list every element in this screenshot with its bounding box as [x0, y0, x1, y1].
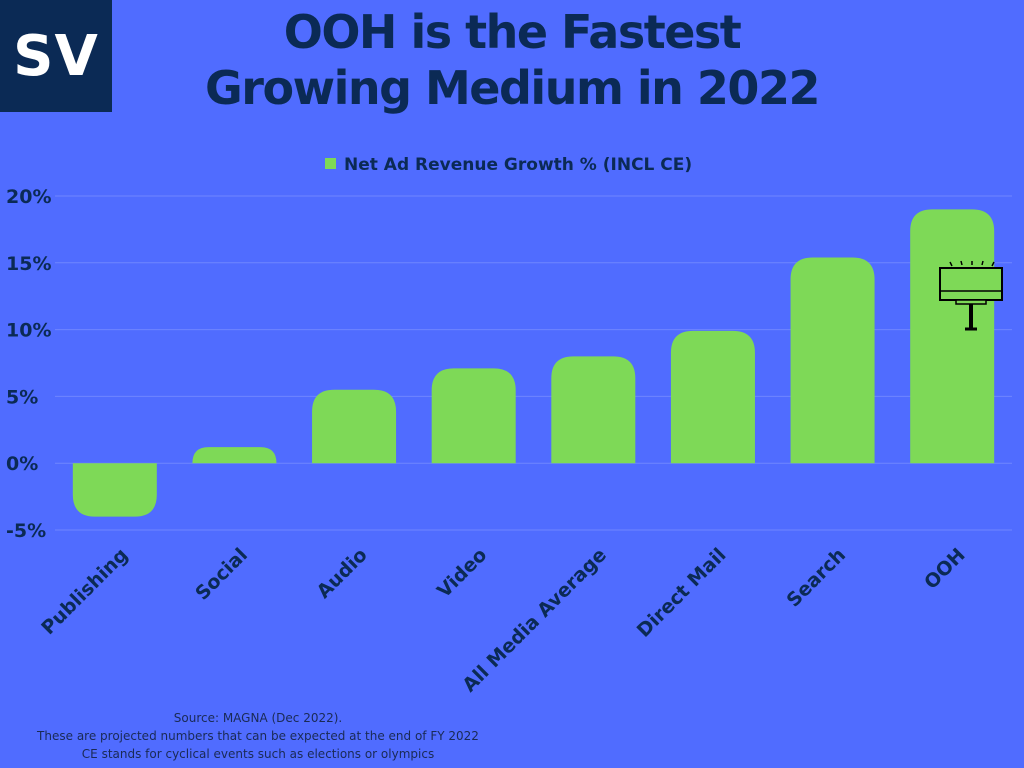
source-line-2: These are projected numbers that can be … [37, 729, 479, 743]
x-tick-label: Search [783, 544, 851, 612]
bar-search [790, 257, 875, 464]
bar-all-media-average [551, 356, 636, 464]
y-tick-label: 15% [6, 253, 51, 275]
y-tick-label: 10% [6, 320, 51, 342]
title-line-2: Growing Medium in 2022 [205, 61, 820, 115]
bar-social [192, 447, 277, 464]
logo: SV [0, 0, 112, 112]
billboard-icon [939, 260, 1003, 331]
x-tick-label: Social [191, 544, 252, 605]
logo-text: SV [13, 23, 99, 89]
bar-direct-mail [670, 330, 755, 464]
x-tick-label: Direct Mail [633, 544, 731, 642]
y-tick-label: 0% [6, 453, 38, 475]
bar-chart: Net Ad Revenue Growth % (INCL CE) 20% 15%… [6, 155, 1012, 697]
source-line-3: CE stands for cyclical events such as el… [81, 747, 435, 761]
bars [72, 209, 995, 517]
y-tick-label: 20% [6, 186, 51, 208]
bar-publishing [72, 463, 157, 517]
title-line-1: OOH is the Fastest [283, 5, 742, 59]
x-tick-label: Publishing [37, 544, 132, 639]
source-line-1: Source: MAGNA (Dec 2022). [173, 711, 343, 725]
bar-video [431, 368, 516, 464]
y-axis: 20% 15% 10% 5% 0% -5% [6, 186, 51, 542]
page-title: OOH is the Fastest Growing Medium in 202… [120, 4, 904, 116]
source-note: Source: MAGNA (Dec 2022). These are proj… [0, 709, 516, 763]
bar-ooh [910, 209, 995, 464]
chart-legend: Net Ad Revenue Growth % (INCL CE) [325, 155, 692, 175]
y-tick-label: 5% [6, 386, 38, 408]
bar-audio [312, 389, 397, 464]
legend-label: Net Ad Revenue Growth % (INCL CE) [344, 155, 692, 175]
x-tick-label: OOH [920, 544, 970, 594]
x-tick-label: Audio [313, 544, 372, 603]
legend-swatch [325, 158, 336, 169]
y-tick-label: -5% [6, 520, 46, 542]
x-tick-label: Video [433, 544, 491, 602]
